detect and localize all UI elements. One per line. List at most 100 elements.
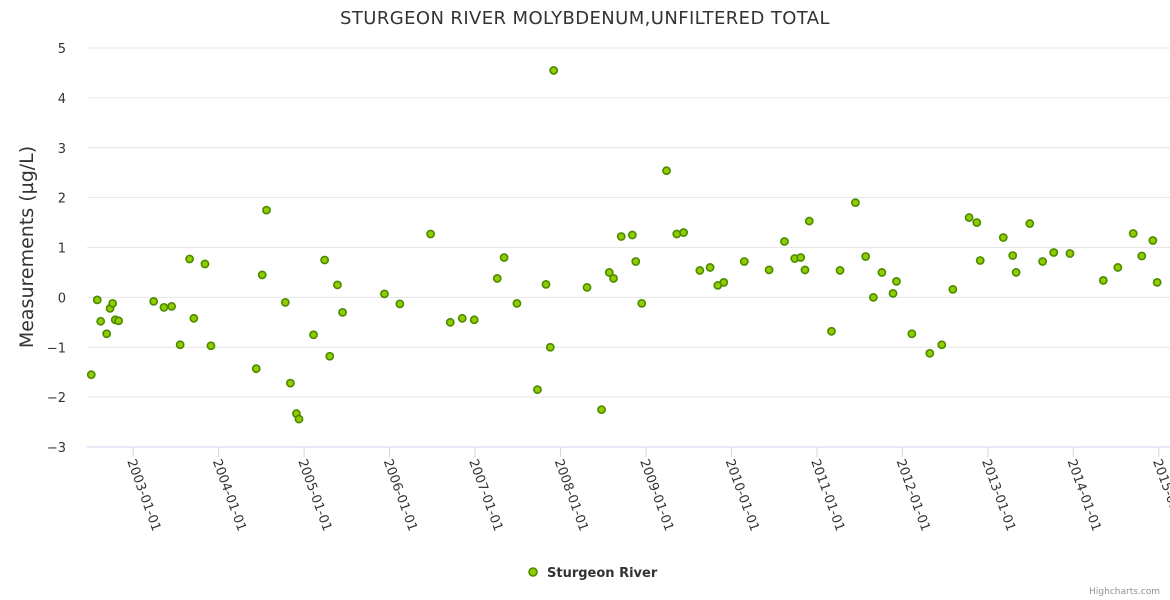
data-point[interactable] [851,198,860,208]
credits-link[interactable]: Highcharts.com [1089,587,1160,597]
data-point[interactable] [998,233,1008,242]
data-point[interactable] [609,274,618,283]
data-point[interactable] [972,218,982,227]
data-point[interactable] [597,405,606,414]
legend-marker-icon[interactable] [528,567,538,577]
y-tick-label: 2 [58,192,66,207]
data-point[interactable] [512,298,522,308]
data-point[interactable] [92,295,102,305]
data-point[interactable] [1152,278,1162,287]
data-point[interactable] [868,292,878,302]
data-point[interactable] [251,364,261,374]
data-point[interactable] [325,351,335,361]
data-point[interactable] [877,268,887,277]
data-point[interactable] [975,256,985,265]
data-point[interactable] [541,280,551,289]
data-point[interactable] [739,257,749,266]
data-point[interactable] [426,229,436,239]
data-point[interactable] [616,232,626,241]
data-point[interactable] [780,237,789,246]
data-point[interactable] [604,268,614,277]
data-point[interactable] [549,66,559,75]
data-point[interactable] [892,277,901,286]
data-point[interactable] [294,414,304,424]
data-point[interactable] [907,329,917,339]
data-point[interactable] [286,378,295,388]
data-point[interactable] [835,266,845,275]
data-point[interactable] [695,266,705,275]
data-point[interactable] [672,229,682,239]
data-point[interactable] [200,259,210,269]
data-point[interactable] [827,326,836,336]
y-tick-label: −2 [47,391,66,406]
y-tick-label: 0 [58,291,66,306]
data-point[interactable] [705,263,715,272]
data-point[interactable] [320,255,330,265]
data-point[interactable] [257,270,267,280]
data-point[interactable] [167,301,177,311]
data-point[interactable] [1049,248,1059,257]
data-point[interactable] [175,340,185,350]
y-axis: −3 −2 −1 0 1 2 3 4 5 [47,42,66,456]
data-point[interactable] [637,298,647,308]
data-point[interactable] [1137,251,1147,261]
data-point[interactable] [457,313,467,323]
data-point[interactable] [1113,263,1123,272]
data-point[interactable] [1065,249,1075,258]
data-point[interactable] [445,317,455,327]
data-point[interactable] [1008,251,1018,260]
data-point[interactable] [533,385,542,395]
data-point[interactable] [499,253,509,262]
data-point[interactable] [333,280,342,290]
data-point[interactable] [1011,268,1021,277]
data-point[interactable] [804,216,814,226]
data-point[interactable] [1148,236,1158,245]
data-point[interactable] [185,254,194,264]
y-tick-label: 4 [58,92,66,107]
data-point[interactable] [469,315,479,325]
legend[interactable]: Sturgeon River [528,566,658,581]
data-point[interactable] [1098,276,1108,285]
data-point[interactable] [108,298,118,308]
data-point[interactable] [888,288,898,298]
data-point[interactable] [627,230,637,240]
data-point[interactable] [948,284,958,294]
y-tick-label: 3 [58,142,66,157]
data-point[interactable] [149,296,159,306]
data-point[interactable] [800,265,810,275]
data-point[interactable] [280,297,290,307]
data-point[interactable] [861,252,871,261]
data-point[interactable] [925,348,935,358]
data-point[interactable] [102,329,112,339]
data-point[interactable] [492,274,502,283]
data-point[interactable] [679,228,689,237]
data-point[interactable] [1038,257,1048,266]
data-point[interactable] [395,299,405,309]
data-point[interactable] [764,265,774,275]
data-point[interactable] [631,257,641,266]
data-point[interactable] [662,166,671,176]
y-tick-label: −1 [47,341,66,356]
series-sturgeon-river[interactable] [86,66,1162,424]
data-point[interactable] [96,316,106,326]
data-point[interactable] [1025,219,1035,228]
data-point[interactable] [937,340,947,350]
data-point[interactable] [719,278,729,287]
data-point[interactable] [189,313,199,323]
data-point[interactable] [86,370,96,380]
data-point[interactable] [796,253,806,262]
data-point[interactable] [1128,229,1138,238]
data-point[interactable] [338,307,347,317]
y-gridlines [87,47,1170,398]
data-point[interactable] [545,342,555,352]
legend-item-sturgeon-river[interactable]: Sturgeon River [547,566,658,581]
data-point[interactable] [114,316,124,326]
data-point[interactable] [159,302,169,312]
data-point[interactable] [964,213,974,222]
data-point[interactable] [582,282,592,292]
data-point[interactable] [206,341,216,351]
data-point[interactable] [309,330,318,340]
data-point[interactable] [262,205,271,215]
data-point[interactable] [380,289,389,299]
